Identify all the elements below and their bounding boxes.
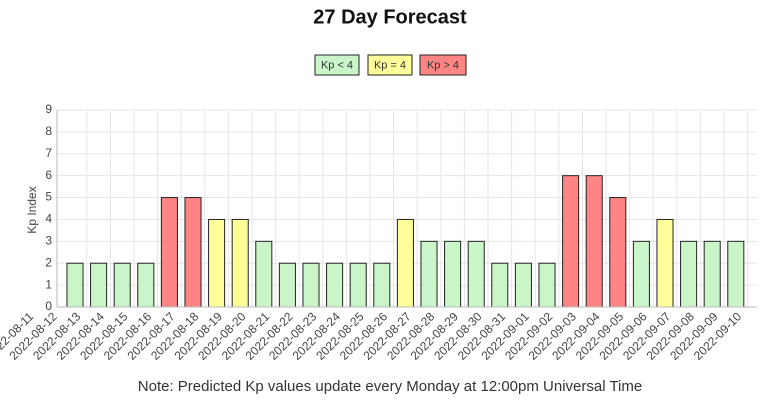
bar bbox=[514, 262, 532, 308]
legend-swatch bbox=[314, 54, 360, 76]
bar bbox=[326, 262, 344, 308]
y-tick-label: 9 bbox=[45, 102, 52, 116]
bar bbox=[184, 197, 202, 308]
bar bbox=[349, 262, 367, 308]
bar bbox=[278, 262, 296, 308]
bar bbox=[113, 262, 131, 308]
bar bbox=[160, 197, 178, 308]
y-tick-label: 0 bbox=[45, 299, 52, 313]
bar bbox=[491, 262, 509, 308]
chart-title: 27 Day Forecast bbox=[313, 6, 467, 28]
y-tick-label: 2 bbox=[45, 255, 52, 269]
bar bbox=[538, 262, 556, 308]
bar bbox=[90, 262, 108, 308]
bar bbox=[562, 175, 580, 308]
bar bbox=[66, 262, 84, 308]
legend-label: Kp > 4 bbox=[427, 59, 459, 71]
bar bbox=[396, 218, 414, 308]
bar bbox=[632, 240, 650, 308]
bar bbox=[609, 197, 627, 308]
y-tick-label: 3 bbox=[45, 234, 52, 248]
y-tick-label: 8 bbox=[45, 124, 52, 138]
bar bbox=[420, 240, 438, 308]
legend-swatch bbox=[419, 54, 467, 76]
bar bbox=[302, 262, 320, 308]
bar bbox=[467, 240, 485, 308]
y-tick-label: 1 bbox=[45, 277, 52, 291]
bar bbox=[208, 218, 226, 308]
y-axis-label: Kp Index bbox=[25, 186, 39, 233]
bar bbox=[444, 240, 462, 308]
note: Note: Predicted Kp values update every M… bbox=[138, 378, 642, 395]
bar bbox=[656, 218, 674, 308]
legend-label: Kp = 4 bbox=[374, 59, 406, 71]
y-tick-label: 4 bbox=[45, 212, 52, 226]
bar bbox=[703, 240, 721, 308]
legend-swatch bbox=[367, 54, 413, 76]
bar bbox=[137, 262, 155, 308]
y-tick-label: 6 bbox=[45, 168, 52, 182]
bar bbox=[231, 218, 249, 308]
bar bbox=[585, 175, 603, 308]
y-tick-label: 5 bbox=[45, 190, 52, 204]
bar bbox=[680, 240, 698, 308]
bar bbox=[255, 240, 273, 308]
bar bbox=[373, 262, 391, 308]
y-tick-label: 7 bbox=[45, 146, 52, 160]
bar bbox=[727, 240, 745, 308]
legend-label: Kp < 4 bbox=[321, 59, 353, 71]
